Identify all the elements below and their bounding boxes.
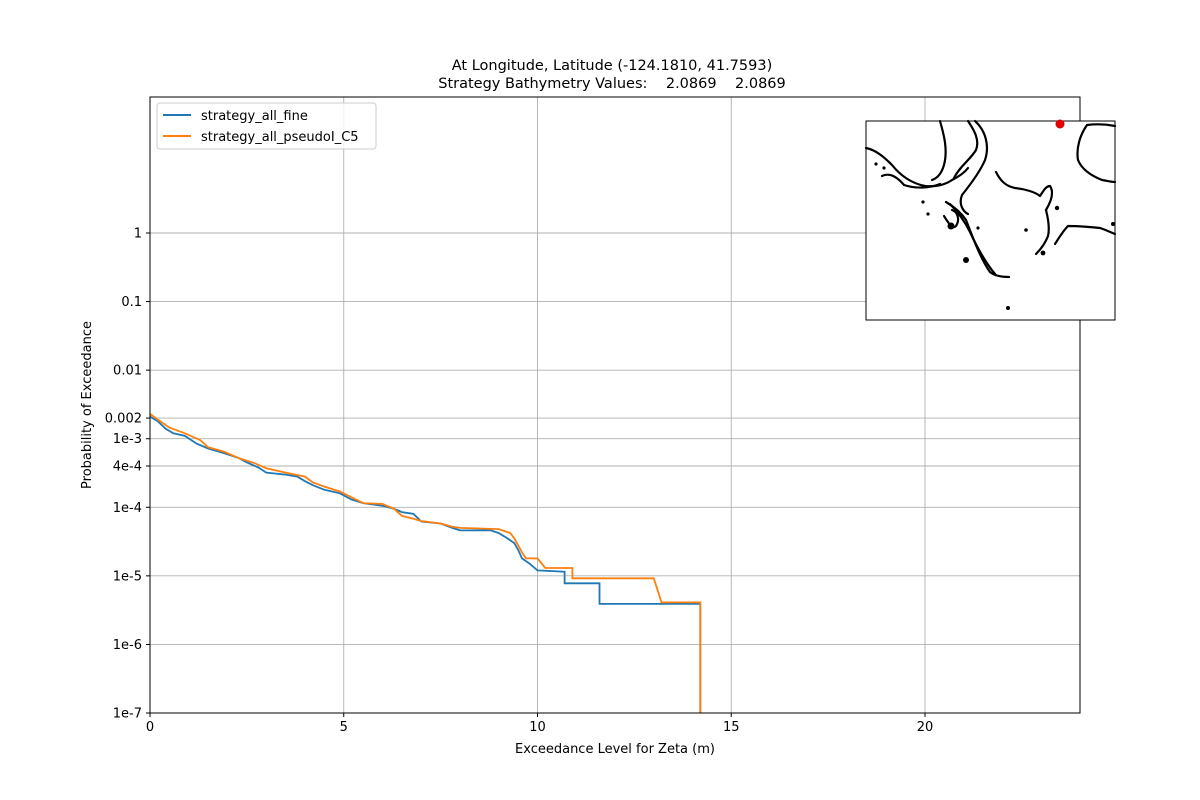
- x-tick-label: 5: [340, 720, 348, 735]
- coastline-spit-inner: [948, 202, 997, 276]
- y-tick-label: 1e-3: [113, 432, 142, 447]
- x-tick-label: 10: [529, 720, 546, 735]
- coastline-dot: [882, 166, 886, 170]
- y-axis-label: Probability of Exceedance: [80, 321, 95, 489]
- coastline-northeast-lake: [1076, 123, 1117, 184]
- inset-map-frame: [865, 120, 1116, 321]
- y-tick-label: 1e-6: [113, 638, 142, 653]
- coastline-left-shore-inner: [880, 173, 942, 189]
- coastline-dot: [1040, 250, 1046, 256]
- legend-box: [156, 102, 377, 150]
- plot-area: 0 5 10 15 20 1 0.1 0.01 0.002 1e-3 4e-4 1e-4 1e-5 1e…: [105, 96, 1081, 735]
- y-tick-label: 0.01: [113, 364, 142, 379]
- y-axis-ticks: 1 0.1 0.01 0.002 1e-3 4e-4 1e-4 1e-5 1e-6 1e-7: [105, 227, 150, 722]
- x-axis-label: Exceedance Level for Zeta (m): [515, 742, 715, 757]
- inset-location-map: [864, 119, 1117, 321]
- x-axis-ticks: 0 5 10 15 20: [146, 713, 933, 735]
- y-tick-label: 0.1: [121, 295, 142, 310]
- legend: strategy_all_fine strategy_all_pseudoI_C…: [156, 102, 377, 150]
- plot-frame: [149, 96, 1081, 714]
- series-line-strategy-all-pseudoi-c5: [149, 413, 702, 713]
- coastline-dot: [921, 200, 925, 204]
- y-tick-label: 1e-5: [113, 569, 142, 584]
- coastline-dot: [1024, 228, 1028, 232]
- coastline-dot: [926, 212, 930, 216]
- x-tick-label: 15: [723, 720, 740, 735]
- coastline-dot: [1054, 205, 1060, 211]
- coastline-channel-north: [952, 119, 979, 180]
- coastline-left-shore: [864, 146, 970, 188]
- coastline-dot: [976, 226, 980, 230]
- coastline-dot: [874, 162, 878, 166]
- x-tick-label: 0: [146, 720, 154, 735]
- coastline-east-shore: [1053, 224, 1117, 246]
- location-marker: [1055, 119, 1065, 129]
- chart-title-line-1: At Longitude, Latitude (-124.1810, 41.75…: [452, 58, 773, 74]
- y-tick-label: 1e-7: [113, 707, 142, 722]
- coastline-dot: [1006, 306, 1010, 310]
- coastline-dot: [1111, 222, 1115, 226]
- coastline-dot: [947, 222, 955, 230]
- series-line-strategy-all-fine: [149, 415, 702, 713]
- grid-lines: [149, 97, 1080, 714]
- chart-title-line-2: Strategy Bathymetry Values: 2.0869 2.086…: [438, 76, 786, 92]
- y-tick-label: 1e-4: [113, 501, 142, 516]
- coastline-northeast-lake-top: [1085, 123, 1117, 128]
- legend-label-strategy-all-fine: strategy_all_fine: [201, 109, 308, 124]
- coastline-channel-west: [930, 119, 947, 182]
- coastline-channel-east: [959, 119, 989, 216]
- legend-label-strategy-all-pseudoi-c5: strategy_all_pseudoI_C5: [201, 130, 359, 145]
- y-tick-label: 4e-4: [113, 460, 142, 475]
- coastline-east-bay-south: [1034, 208, 1050, 256]
- y-tick-label: 1: [134, 227, 142, 242]
- coastline-east-bay: [994, 170, 1054, 212]
- series-layer: [149, 413, 702, 713]
- coastline-dot: [963, 257, 969, 263]
- x-tick-label: 20: [917, 720, 934, 735]
- coastline-island: [942, 208, 960, 229]
- y-tick-label: 0.002: [105, 412, 142, 427]
- inset-coastlines: [864, 119, 1117, 279]
- inset-coastline-dots: [874, 162, 1115, 310]
